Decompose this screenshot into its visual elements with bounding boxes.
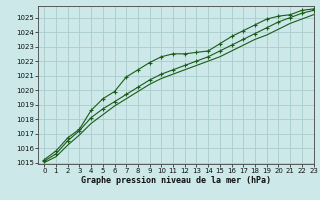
- X-axis label: Graphe pression niveau de la mer (hPa): Graphe pression niveau de la mer (hPa): [81, 176, 271, 185]
